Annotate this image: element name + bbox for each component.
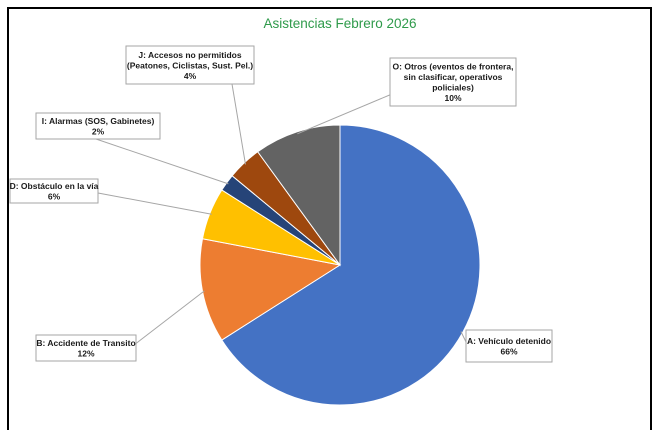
leader-line-1	[133, 290, 205, 346]
chart-title: Asistencias Febrero 2026	[263, 16, 416, 31]
data-label-pct-2: 6%	[48, 192, 61, 202]
data-label-pct-0: 66%	[500, 347, 517, 357]
pie-slice-1	[199, 238, 342, 341]
leader-line-4	[231, 83, 246, 165]
data-label-text-1: B: Accidente de Transito	[36, 338, 135, 348]
pie-slice-0	[221, 124, 481, 406]
data-label-pct-3: 2%	[92, 127, 105, 137]
data-label-pct-5: 10%	[444, 93, 461, 103]
data-label-text-0: A: Vehículo detenido	[467, 336, 551, 346]
chart-area	[7, 7, 652, 430]
data-label-text-4: J: Accesos no permitidos	[138, 50, 241, 60]
data-label-text-2: D: Obstáculo en la vía	[10, 181, 99, 191]
data-label-pct-4: 4%	[184, 71, 197, 81]
data-label-text-5: sin clasificar, operativos	[404, 72, 503, 82]
data-label-pct-1: 12%	[77, 349, 94, 359]
data-label-box-3	[35, 112, 161, 140]
data-label-box-5	[389, 57, 517, 107]
leader-lines	[95, 83, 469, 347]
pie-slice-5	[257, 124, 341, 267]
data-label-box-2	[9, 178, 99, 204]
leader-line-5	[297, 93, 393, 135]
data-label-text-5: policiales)	[432, 83, 474, 93]
pie-slices	[199, 124, 481, 406]
data-label-box-0	[465, 329, 553, 363]
data-label-text-3: I: Alarmas (SOS, Gabinetes)	[42, 116, 155, 126]
data-label-box-1	[35, 334, 137, 362]
data-label-text-5: O: Otros (eventos de frontera,	[393, 62, 514, 72]
leader-line-2	[97, 192, 212, 215]
data-label-text-4: (Peatones, Ciclistas, Sust. Pel.)	[127, 60, 253, 70]
leader-line-3	[95, 138, 229, 185]
data-label-box-4	[125, 45, 255, 85]
